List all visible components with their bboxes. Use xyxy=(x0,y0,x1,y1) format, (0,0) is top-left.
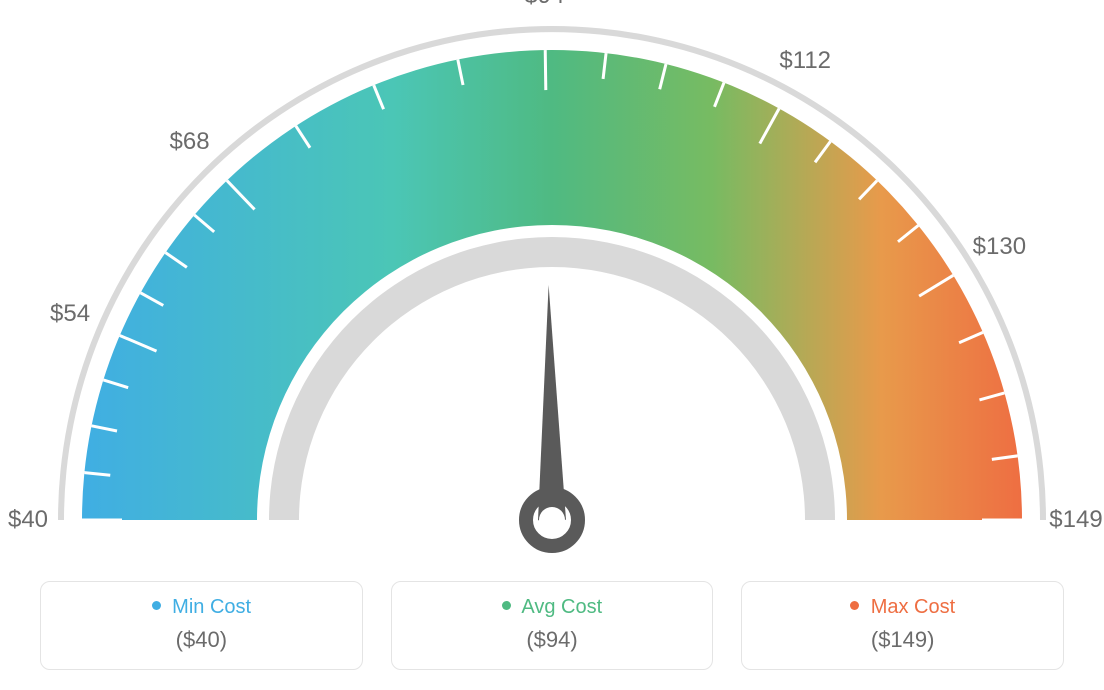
legend-label-max: Max Cost xyxy=(871,596,955,618)
gauge-tick-label: $149 xyxy=(1049,506,1102,534)
legend-value-avg: ($94) xyxy=(392,627,713,653)
legend-label-avg: Avg Cost xyxy=(521,596,602,618)
legend-card-min: Min Cost ($40) xyxy=(40,581,363,670)
legend-title-avg: Avg Cost xyxy=(392,596,713,619)
gauge-tick-label: $54 xyxy=(50,300,90,328)
legend-title-max: Max Cost xyxy=(742,596,1063,619)
legend-label-min: Min Cost xyxy=(172,596,251,618)
legend-card-avg: Avg Cost ($94) xyxy=(391,581,714,670)
gauge-tick-label: $112 xyxy=(779,47,831,75)
legend-row: Min Cost ($40) Avg Cost ($94) Max Cost (… xyxy=(40,581,1064,670)
legend-dot-avg xyxy=(502,601,511,610)
legend-dot-min xyxy=(152,601,161,610)
legend-card-max: Max Cost ($149) xyxy=(741,581,1064,670)
legend-title-min: Min Cost xyxy=(41,596,362,619)
legend-value-max: ($149) xyxy=(742,627,1063,653)
legend-dot-max xyxy=(850,601,859,610)
gauge-tick-label: $68 xyxy=(170,128,210,156)
gauge-chart: $40 $54 $68 $94 $112 $130 $149 xyxy=(0,0,1104,560)
legend-value-min: ($40) xyxy=(41,627,362,653)
gauge-tick-label: $130 xyxy=(973,233,1026,261)
gauge-tick-label: $94 xyxy=(524,0,564,10)
gauge-svg xyxy=(0,0,1104,560)
gauge-tick-label: $40 xyxy=(8,506,48,534)
